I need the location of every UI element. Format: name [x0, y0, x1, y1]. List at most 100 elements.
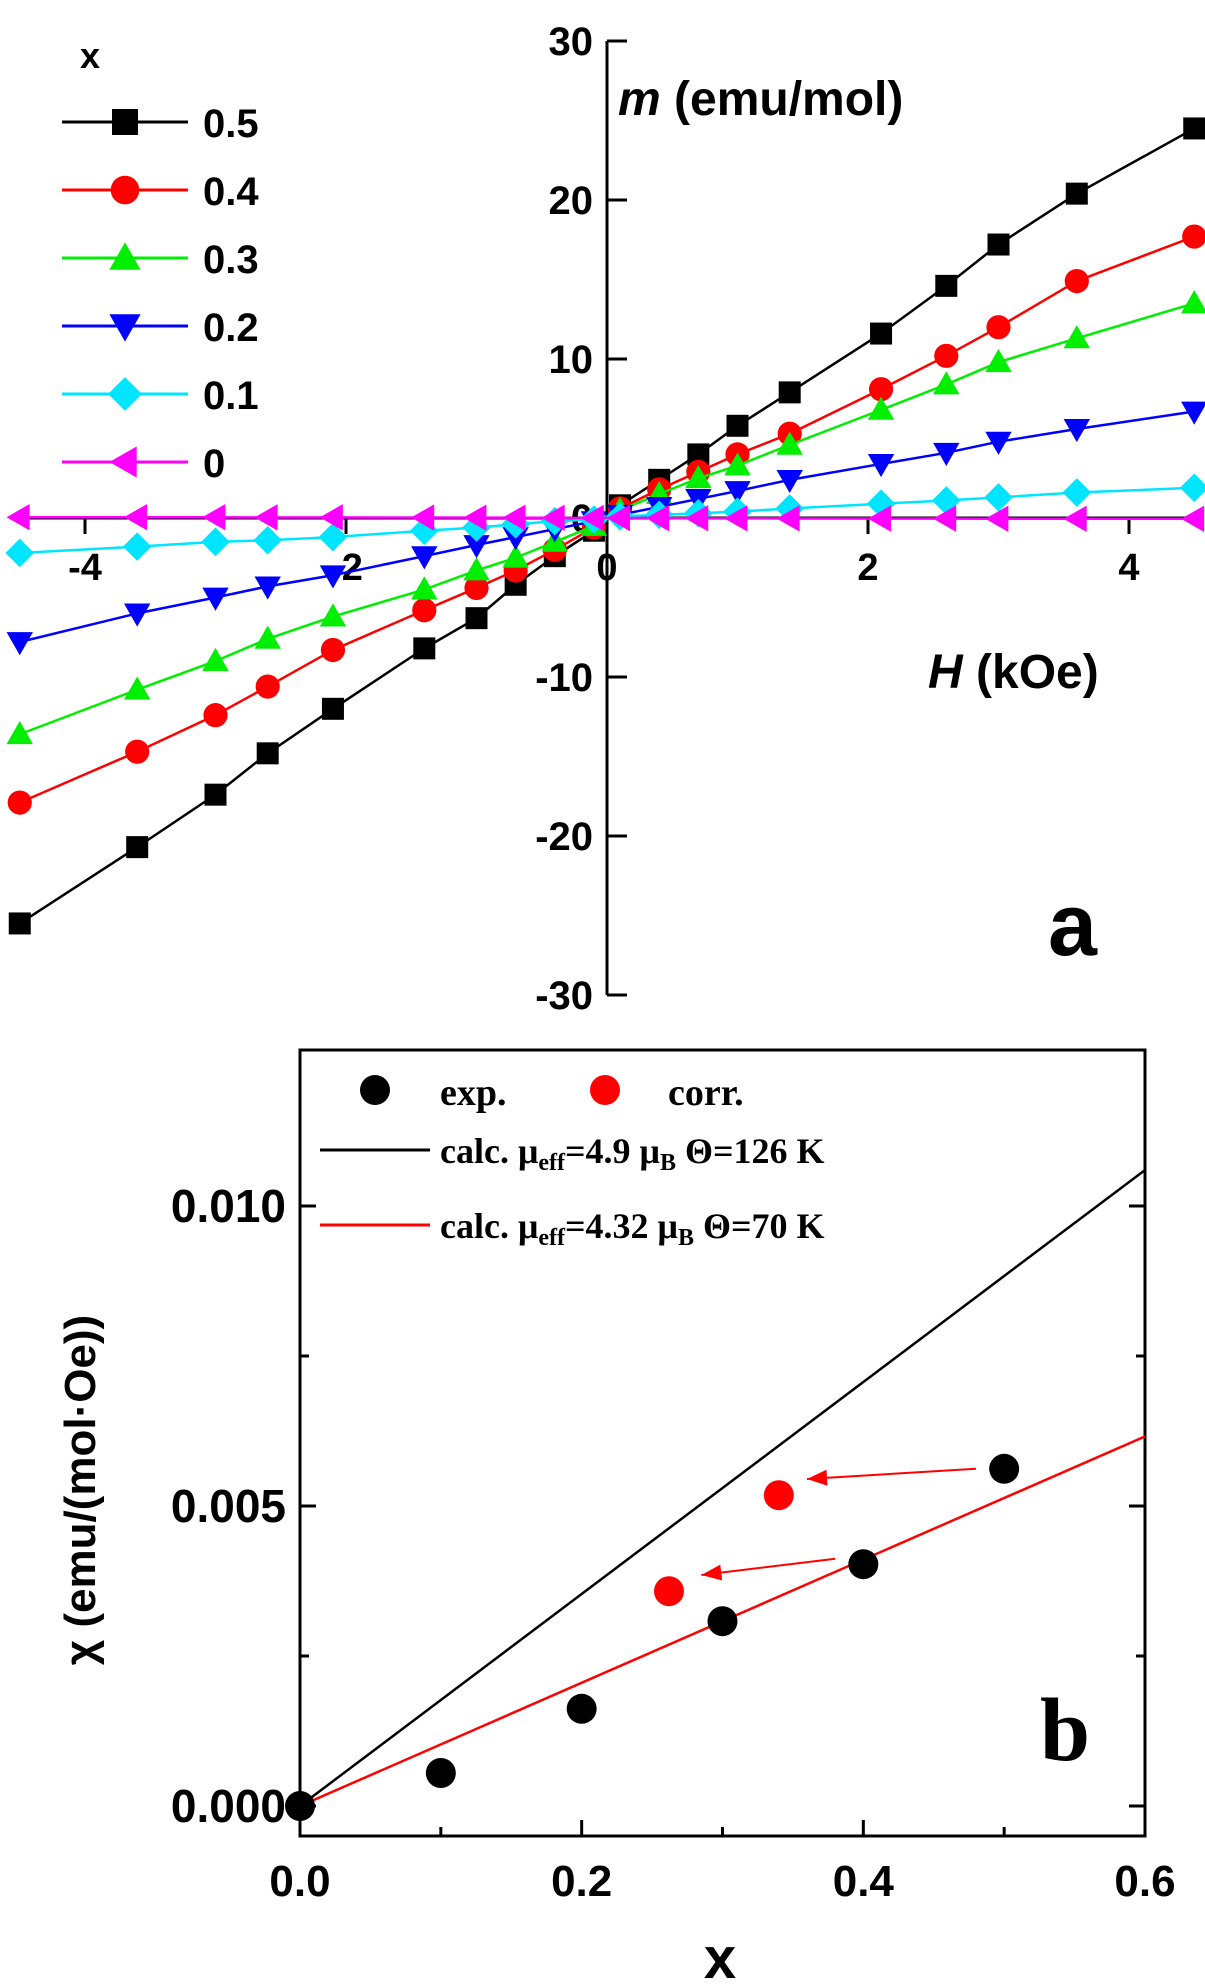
y-tick-label: -10: [535, 656, 593, 700]
data-point: [1064, 268, 1089, 294]
data-point-exp: [989, 1453, 1020, 1484]
y-label-symbol: m: [618, 73, 661, 126]
calc-line: [300, 1169, 1145, 1807]
data-point: [1181, 401, 1205, 425]
legend-label: 0.1: [203, 374, 259, 418]
data-point: [318, 522, 348, 552]
data-point: [463, 504, 487, 531]
data-point: [319, 603, 347, 627]
y-tick-label: 0.010: [171, 1180, 286, 1232]
legend-entry-corr: corr.: [590, 1072, 744, 1114]
data-point-exp: [848, 1549, 879, 1580]
legend-entry-calc: calc. μeff=4.32 μB Θ=70 K: [320, 1206, 824, 1251]
legend-marker: [112, 109, 138, 135]
y-tick-label: 0.005: [171, 1480, 286, 1532]
data-point: [933, 371, 960, 395]
data-point: [256, 742, 279, 765]
data-point: [868, 377, 894, 402]
data-point: [1183, 117, 1205, 140]
legend-label: corr.: [668, 1072, 744, 1114]
data-point: [6, 504, 30, 531]
y-tick-label: 30: [549, 20, 594, 64]
data-point: [867, 505, 891, 532]
data-point-exp: [707, 1606, 738, 1637]
data-point: [319, 504, 343, 531]
data-point: [203, 703, 228, 728]
data-point: [464, 575, 489, 601]
legend-label: calc. μeff=4.32 μB Θ=70 K: [440, 1206, 824, 1251]
data-point: [320, 637, 346, 663]
data-point-exp: [285, 1791, 315, 1821]
data-point: [867, 396, 895, 420]
data-point: [254, 576, 281, 600]
data-point-exp: [566, 1693, 597, 1724]
legend-label: 0.4: [203, 170, 259, 214]
panel-a: -4 -20 2 4 -30 -20 -10 0 10 20 30 x 0.5 0.4 0.3 0.2 0…: [5, 20, 1205, 1018]
x-tick-label: 0.0: [269, 1857, 330, 1906]
x-tick-label: 0: [596, 547, 617, 589]
data-point: [724, 452, 751, 476]
x-tick-label: 0.6: [1114, 1857, 1175, 1906]
data-point: [253, 525, 282, 555]
legend-marker: [109, 446, 137, 478]
data-point: [1062, 478, 1092, 507]
data-point: [541, 504, 565, 532]
legend-marker: [109, 242, 141, 270]
panel-a-legend: x 0.5 0.4 0.3 0.2 0.1 0: [62, 35, 259, 486]
y-tick-label: -30: [535, 974, 593, 1018]
data-point: [1181, 505, 1205, 532]
panel-b-y-ticks: 0.000 0.005 0.010: [171, 1180, 1145, 1832]
data-point: [985, 348, 1012, 373]
data-point: [124, 603, 151, 627]
data-point: [778, 381, 801, 404]
data-point: [6, 632, 33, 656]
legend-label: 0.3: [203, 238, 259, 282]
data-point: [202, 587, 229, 611]
data-point: [646, 504, 670, 532]
panel-b-points: [285, 1453, 1020, 1821]
data-point: [606, 504, 630, 532]
data-point: [1063, 505, 1087, 532]
data-point: [254, 504, 278, 531]
data-point: [867, 454, 895, 478]
panel-b-label: b: [1040, 1681, 1090, 1780]
data-point: [411, 504, 435, 531]
panel-a-series: [5, 117, 1205, 935]
data-point: [726, 414, 749, 437]
data-point: [126, 836, 149, 859]
data-point: [411, 576, 438, 600]
panel-a-y-ticks: -30 -20 -10 0 10 20 30: [535, 20, 627, 1018]
y-tick-label: 0.000: [171, 1780, 286, 1832]
y-tick-label: 20: [549, 179, 594, 223]
data-point: [1065, 182, 1088, 205]
data-point: [1063, 325, 1090, 349]
data-point: [7, 790, 32, 815]
data-point: [319, 565, 347, 589]
data-point-corr: [763, 1480, 794, 1511]
data-point: [933, 505, 957, 532]
data-point: [413, 637, 436, 660]
panel-b-x-ticks: 0.0 0.2 0.4 0.6: [269, 1820, 1176, 1906]
data-point: [870, 322, 893, 345]
legend-label: 0.5: [203, 102, 259, 146]
legend-entry: 0: [62, 442, 225, 486]
series-0: [6, 504, 1205, 532]
x-label-symbol: H: [928, 646, 964, 699]
y-tick-label: 10: [549, 338, 594, 382]
legend-marker: [590, 1075, 620, 1105]
legend-entry-exp: exp.: [360, 1072, 507, 1114]
legend-label: exp.: [440, 1072, 507, 1114]
correction-arrow: [806, 1467, 977, 1486]
arrow-head: [701, 1564, 723, 1581]
data-point: [255, 674, 280, 699]
data-point: [502, 504, 526, 531]
x-tick-label: 4: [1118, 547, 1139, 589]
y-tick-label: -20: [535, 815, 593, 859]
x-tick-label: -4: [68, 547, 102, 589]
arrow-shaft: [806, 1467, 977, 1480]
legend-entry: 0.4: [62, 170, 259, 214]
data-point: [580, 504, 604, 532]
data-point: [935, 274, 958, 297]
data-point: [987, 233, 1010, 256]
data-point: [1182, 224, 1205, 249]
